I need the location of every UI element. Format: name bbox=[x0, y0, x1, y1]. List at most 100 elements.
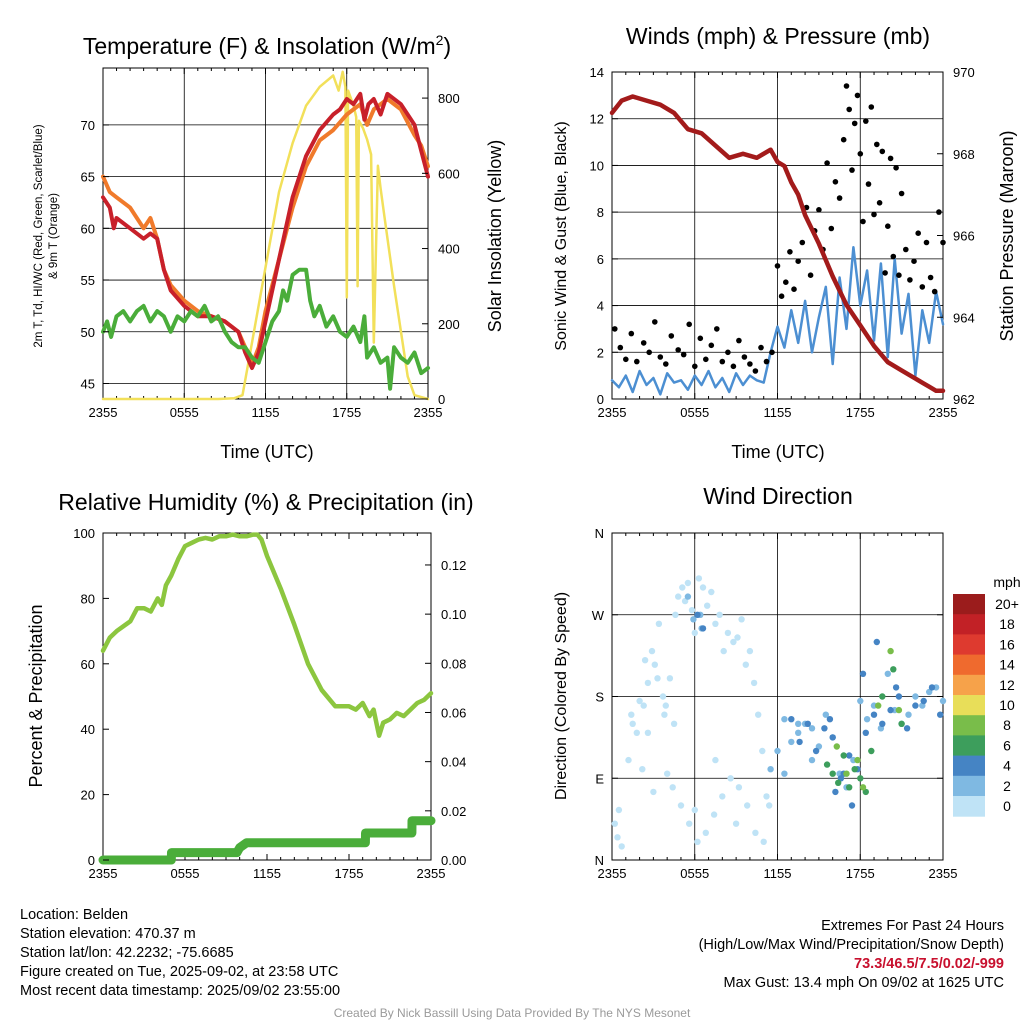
wind-gust-point bbox=[719, 358, 726, 365]
direction-point-0mph bbox=[633, 729, 640, 736]
direction-point-0mph bbox=[735, 784, 743, 791]
rh-panel-ytick-label: 20 bbox=[81, 788, 95, 803]
direction-point-0mph bbox=[684, 579, 692, 587]
extremes-subheading: (High/Low/Max Wind/Precipitation/Snow De… bbox=[698, 937, 1004, 953]
direction-point-0mph bbox=[695, 575, 703, 582]
direction-point-0mph bbox=[615, 806, 623, 814]
wind-gust-point bbox=[919, 284, 926, 290]
wind-gust-point bbox=[657, 354, 664, 360]
direction-point-0mph bbox=[670, 720, 678, 727]
wind-gust-point bbox=[927, 274, 934, 281]
direction-point-0mph bbox=[614, 834, 621, 841]
wind-gust-point bbox=[725, 349, 731, 356]
wind-gust-point bbox=[849, 167, 855, 173]
legend-title: mph bbox=[993, 574, 1020, 590]
legend-label: 8 bbox=[1003, 717, 1011, 733]
wind-gust-point bbox=[896, 272, 902, 279]
credit-line: Created By Nick Bassill Using Data Provi… bbox=[333, 1006, 691, 1020]
direction-point-0mph bbox=[669, 784, 676, 791]
legend-swatch bbox=[953, 674, 985, 696]
wind-gust-point bbox=[854, 92, 861, 99]
direction-point-4mph bbox=[879, 720, 886, 727]
direction-point-0mph bbox=[640, 702, 647, 709]
temp-panel-ytick-label: 50 bbox=[81, 325, 95, 340]
wind-gust-point bbox=[680, 351, 687, 358]
direction-point-0mph bbox=[691, 629, 698, 637]
direction-point-2mph bbox=[884, 670, 891, 677]
direction-point-2mph bbox=[926, 688, 933, 696]
temp-panel-xlabel: Time (UTC) bbox=[220, 442, 313, 462]
direction-point-2mph bbox=[781, 770, 788, 777]
direction-point-4mph bbox=[862, 729, 869, 736]
direction-point-0mph bbox=[628, 711, 635, 718]
direction-point-0mph bbox=[744, 802, 751, 809]
direction-point-0mph bbox=[664, 770, 671, 777]
wind-gust-point bbox=[879, 148, 886, 155]
wind-gust-point bbox=[907, 277, 913, 283]
wind-panel-ytick-label: 0 bbox=[597, 392, 604, 407]
direction-point-4mph bbox=[937, 711, 944, 718]
direction-point-0mph bbox=[686, 820, 693, 827]
wind-gust-point bbox=[778, 293, 785, 300]
direction-point-0mph bbox=[654, 675, 661, 682]
direction-panel-ytick-label: S bbox=[595, 690, 604, 705]
direction-point-0mph bbox=[688, 607, 696, 614]
wind-panel-ytick-label: 12 bbox=[590, 112, 604, 127]
legend-swatch bbox=[953, 614, 985, 635]
temp-panel-xtick-label: 2355 bbox=[89, 405, 118, 420]
direction-point-0mph bbox=[712, 620, 719, 627]
direction-point-0mph bbox=[734, 634, 741, 641]
direction-point-8mph bbox=[854, 756, 861, 764]
wind-gust-point bbox=[871, 211, 877, 218]
direction-point-4mph bbox=[694, 611, 701, 618]
legend-swatch bbox=[953, 715, 985, 736]
direction-point-6mph bbox=[890, 666, 897, 673]
wind-gust-point bbox=[890, 253, 897, 260]
direction-point-2mph bbox=[857, 697, 864, 705]
direction-point-0mph bbox=[760, 838, 767, 845]
max-gust: Max Gust: 13.4 mph On 09/02 at 1625 UTC bbox=[723, 975, 1004, 991]
direction-point-8mph bbox=[843, 770, 850, 777]
direction-point-0mph bbox=[644, 729, 652, 736]
legend-swatch bbox=[953, 695, 985, 716]
direction-point-4mph bbox=[873, 638, 880, 646]
temp-panel-ylabel-line2: & 9m T (Orange) bbox=[48, 193, 60, 279]
wind-gust-point bbox=[646, 349, 652, 356]
temp-panel-ytick-label-right: 800 bbox=[438, 91, 460, 106]
direction-point-4mph bbox=[812, 747, 820, 755]
wind-gust-point bbox=[634, 358, 640, 365]
wind-gust-point bbox=[843, 83, 850, 89]
wind-gust-point bbox=[874, 141, 880, 148]
direction-point-0mph bbox=[719, 793, 726, 800]
wind-gust-point bbox=[617, 344, 624, 351]
direction-point-0mph bbox=[766, 802, 773, 809]
direction-point-6mph bbox=[868, 747, 875, 755]
legend-swatch bbox=[953, 796, 985, 817]
direction-point-0mph bbox=[720, 647, 727, 655]
temp-panel-xtick-label: 2355 bbox=[414, 405, 443, 420]
legend-label: 18 bbox=[999, 616, 1015, 632]
rh-panel-title: Relative Humidity (%) & Precipitation (i… bbox=[58, 489, 473, 515]
direction-point-4mph bbox=[821, 725, 828, 732]
wind-gust-point bbox=[697, 335, 704, 342]
wind-gust-point bbox=[799, 239, 806, 246]
wind-gust-point bbox=[708, 342, 715, 349]
rh-panel-xtick-label: 1155 bbox=[253, 866, 281, 881]
direction-point-0mph bbox=[644, 679, 652, 687]
direction-point-6mph bbox=[829, 770, 836, 777]
rh-panel-ytick-label: 0 bbox=[88, 853, 95, 868]
legend-label: 6 bbox=[1003, 737, 1011, 753]
legend-swatch bbox=[953, 775, 985, 797]
wind-panel-ytick-label-right: 964 bbox=[953, 310, 975, 325]
wind-gust-point bbox=[783, 279, 789, 286]
rh-panel-ytick-label-right: 0.10 bbox=[441, 607, 466, 622]
wind-gust-point bbox=[686, 321, 692, 328]
direction-point-4mph bbox=[912, 702, 919, 709]
legend-swatch bbox=[953, 634, 985, 656]
direction-point-6mph bbox=[846, 784, 853, 791]
direction-panel-xtick-label: 1755 bbox=[846, 866, 875, 881]
wind-gust-point bbox=[885, 223, 891, 229]
direction-point-0mph bbox=[755, 711, 762, 718]
wind-gust-point bbox=[893, 165, 899, 171]
